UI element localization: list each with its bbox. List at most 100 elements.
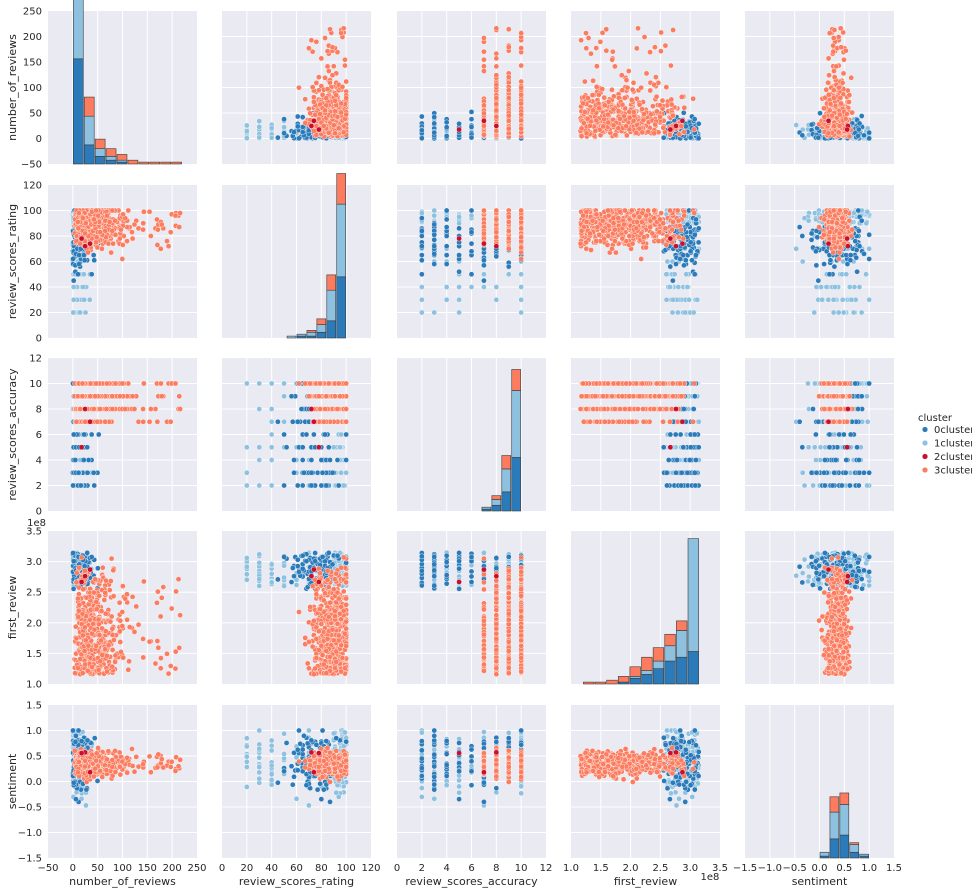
scatter-point-3cluster: [647, 87, 654, 94]
histogram-bar-3cluster: [94, 138, 106, 149]
scatter-point-3cluster: [296, 84, 302, 91]
scatter-point-3cluster: [481, 110, 487, 117]
scatter-point-2cluster: [825, 117, 832, 124]
scatter-point-0cluster: [431, 114, 438, 120]
scatter-point-0cluster: [856, 126, 862, 133]
scatter-point-3cluster: [165, 243, 172, 249]
scatter-point-1cluster: [256, 124, 263, 130]
scatter-point-3cluster: [106, 219, 113, 225]
scatter-point-3cluster: [585, 95, 591, 101]
scatter-point-3cluster: [322, 74, 328, 81]
scatter-point-3cluster: [605, 119, 612, 126]
scatter-point-3cluster: [302, 120, 308, 126]
histogram-bar-3cluster: [127, 159, 139, 165]
scatter-point-3cluster: [645, 128, 651, 135]
scatter-point-3cluster: [662, 42, 669, 49]
scatter-point-3cluster: [615, 108, 622, 114]
scatter-point-0cluster: [468, 124, 475, 130]
scatter-point-3cluster: [841, 56, 847, 63]
scatter-point-1cluster: [419, 296, 425, 303]
scatter-point-2cluster: [667, 126, 674, 133]
scatter-point-2cluster: [673, 123, 679, 129]
scatter-point-3cluster: [635, 25, 641, 32]
scatter-point-3cluster: [112, 217, 118, 224]
scatter-point-3cluster: [603, 47, 610, 54]
scatter-point-3cluster: [493, 128, 500, 134]
scatter-point-3cluster: [610, 122, 617, 128]
scatter-point-3cluster: [651, 130, 657, 137]
scatter-point-3cluster: [652, 44, 658, 50]
scatter-point-3cluster: [615, 125, 622, 131]
scatter-point-2cluster: [311, 117, 317, 124]
scatter-point-3cluster: [164, 238, 170, 244]
scatter-point-0cluster: [291, 129, 297, 135]
scatter-point-3cluster: [681, 129, 688, 135]
scatter-point-0cluster: [431, 251, 438, 257]
scatter-point-3cluster: [308, 37, 315, 43]
histogram-bar-0cluster: [336, 276, 346, 339]
scatter-point-3cluster: [647, 49, 653, 55]
scatter-point-3cluster: [334, 114, 341, 120]
scatter-point-3cluster: [309, 48, 316, 55]
scatter-point-3cluster: [652, 121, 658, 128]
scatter-point-3cluster: [332, 97, 338, 104]
scatter-point-3cluster: [311, 128, 317, 134]
scatter-point-1cluster: [468, 212, 475, 219]
scatter-point-3cluster: [593, 117, 600, 124]
scatter-point-3cluster: [140, 220, 147, 227]
histogram-bar-3cluster: [138, 161, 150, 165]
scatter-point-3cluster: [837, 25, 844, 32]
scatter-point-3cluster: [505, 130, 512, 137]
scatter-point-0cluster: [855, 133, 861, 139]
scatter-point-3cluster: [603, 26, 610, 33]
panel-number_of_reviews-vs-first_review: [571, 11, 720, 164]
scatter-point-0cluster: [443, 207, 450, 214]
scatter-point-1cluster: [518, 296, 524, 303]
scatter-point-3cluster: [176, 224, 183, 230]
scatter-point-0cluster: [419, 252, 425, 258]
scatter-point-3cluster: [668, 62, 674, 69]
scatter-point-3cluster: [619, 87, 626, 94]
histogram-bar-3cluster: [116, 154, 128, 161]
scatter-point-3cluster: [831, 87, 837, 94]
scatter-point-3cluster: [848, 74, 855, 81]
scatter-point-3cluster: [120, 242, 126, 248]
scatter-point-2cluster: [493, 123, 500, 129]
scatter-point-3cluster: [493, 63, 500, 70]
scatter-point-3cluster: [493, 55, 500, 62]
scatter-point-3cluster: [518, 62, 524, 69]
scatter-point-0cluster: [275, 134, 281, 141]
scatter-point-1cluster: [244, 122, 250, 129]
scatter-point-3cluster: [505, 112, 512, 119]
scatter-point-3cluster: [343, 78, 349, 85]
scatter-point-3cluster: [124, 238, 130, 244]
scatter-point-3cluster: [313, 80, 320, 86]
scatter-point-0cluster: [294, 113, 301, 120]
scatter-point-0cluster: [294, 123, 301, 130]
scatter-point-1cluster: [70, 284, 77, 290]
scatter-point-3cluster: [593, 45, 600, 51]
scatter-point-3cluster: [582, 109, 588, 115]
scatter-point-3cluster: [481, 123, 487, 129]
scatter-point-3cluster: [690, 95, 696, 102]
scatter-point-0cluster: [695, 135, 702, 142]
scatter-point-3cluster: [518, 30, 524, 36]
scatter-point-0cluster: [856, 120, 863, 127]
scatter-point-3cluster: [829, 112, 835, 119]
scatter-point-3cluster: [518, 100, 524, 107]
scatter-point-3cluster: [167, 229, 174, 235]
scatter-point-3cluster: [588, 50, 594, 57]
scatter-point-2cluster: [481, 117, 487, 124]
scatter-point-1cluster: [443, 284, 450, 290]
scatter-point-1cluster: [505, 271, 512, 278]
scatter-point-3cluster: [93, 239, 99, 246]
scatter-point-0cluster: [660, 134, 667, 141]
scatter-point-3cluster: [77, 240, 84, 247]
scatter-point-1cluster: [419, 309, 425, 316]
scatter-point-3cluster: [146, 208, 153, 215]
scatter-point-3cluster: [583, 30, 589, 36]
scatter-point-1cluster: [493, 296, 500, 303]
scatter-point-3cluster: [619, 101, 626, 108]
scatter-point-0cluster: [431, 120, 438, 127]
scatter-point-3cluster: [104, 212, 110, 219]
